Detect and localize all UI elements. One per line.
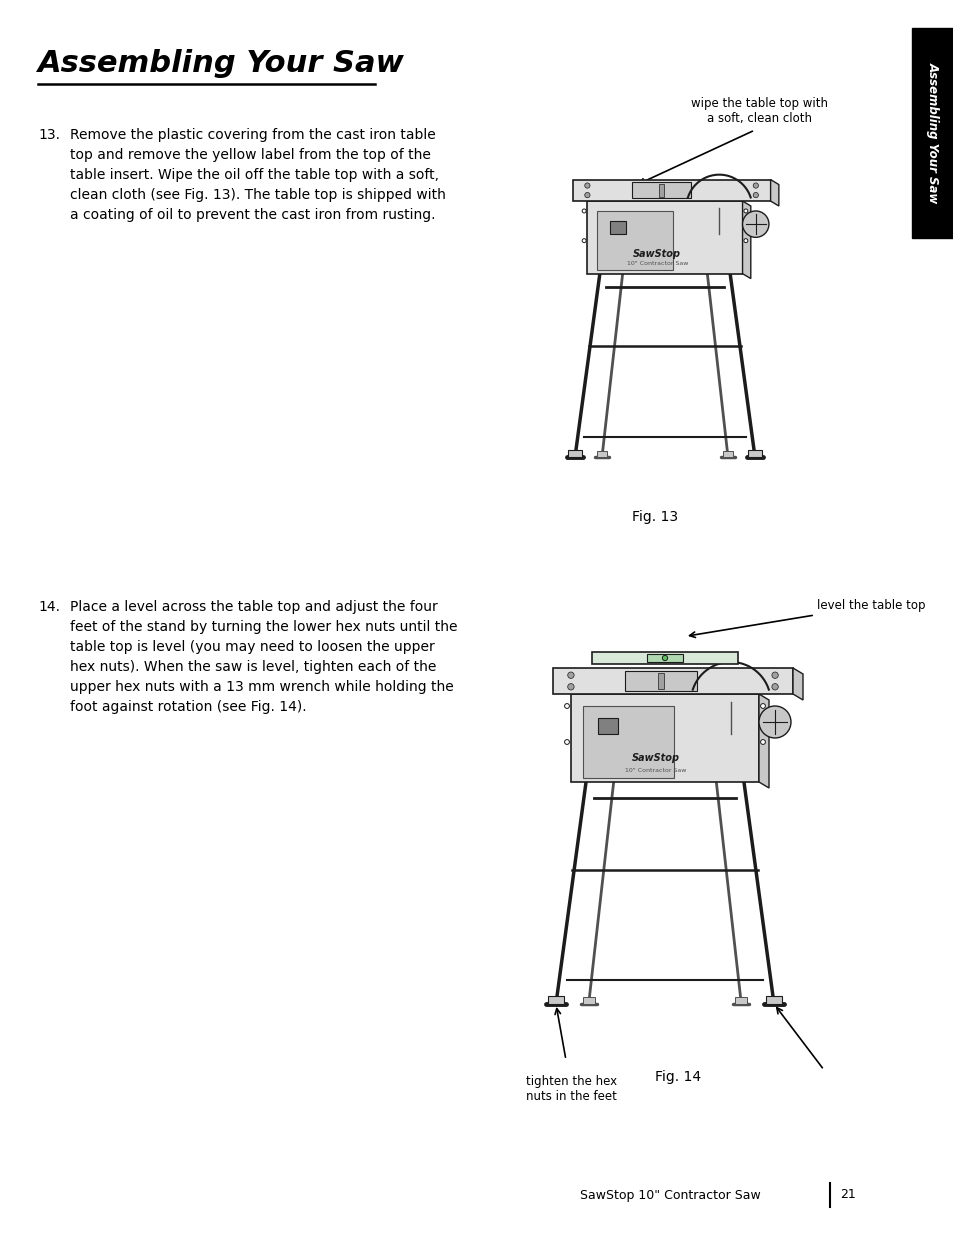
Circle shape <box>759 706 790 739</box>
Circle shape <box>760 704 764 709</box>
Text: Fig. 13: Fig. 13 <box>631 510 678 524</box>
Bar <box>765 995 781 1004</box>
Circle shape <box>771 672 778 678</box>
Bar <box>598 718 618 734</box>
Circle shape <box>661 656 667 661</box>
Circle shape <box>752 193 758 198</box>
Text: wipe the table top with
a soft, clean cloth: wipe the table top with a soft, clean cl… <box>691 98 827 125</box>
Polygon shape <box>632 183 691 199</box>
Text: level the table top: level the table top <box>816 599 924 613</box>
Polygon shape <box>572 179 770 201</box>
Polygon shape <box>792 668 802 700</box>
Polygon shape <box>553 668 792 694</box>
Text: 14.: 14. <box>38 600 60 614</box>
Circle shape <box>771 684 778 690</box>
Bar <box>592 652 737 664</box>
Circle shape <box>581 238 585 242</box>
Circle shape <box>752 183 758 188</box>
Bar <box>911 28 953 238</box>
Bar <box>609 221 625 235</box>
Circle shape <box>584 183 589 188</box>
Circle shape <box>567 672 574 678</box>
Polygon shape <box>587 201 741 274</box>
Bar <box>747 451 760 457</box>
Text: Fig. 14: Fig. 14 <box>655 1070 700 1084</box>
Text: 10" Contractor Saw: 10" Contractor Saw <box>624 767 685 773</box>
Text: Assembling Your Saw: Assembling Your Saw <box>925 63 939 204</box>
Bar <box>646 655 682 662</box>
Circle shape <box>741 211 768 237</box>
Circle shape <box>743 209 747 212</box>
Bar <box>597 451 606 457</box>
Text: Place a level across the table top and adjust the four
feet of the stand by turn: Place a level across the table top and a… <box>70 600 457 714</box>
Polygon shape <box>741 201 750 279</box>
Text: Assembling Your Saw: Assembling Your Saw <box>38 49 404 78</box>
Bar <box>568 451 581 457</box>
Circle shape <box>743 238 747 242</box>
Circle shape <box>760 740 764 745</box>
Polygon shape <box>759 694 768 788</box>
Bar <box>582 706 674 778</box>
Circle shape <box>581 209 585 212</box>
Text: Remove the plastic covering from the cast iron table
top and remove the yellow l: Remove the plastic covering from the cas… <box>70 128 445 222</box>
Circle shape <box>564 704 569 709</box>
Bar <box>547 995 563 1004</box>
Circle shape <box>564 740 569 745</box>
Polygon shape <box>659 184 663 196</box>
Polygon shape <box>770 179 778 206</box>
Polygon shape <box>571 694 759 782</box>
Polygon shape <box>624 671 696 690</box>
Bar <box>722 451 732 457</box>
Circle shape <box>584 193 589 198</box>
Bar <box>735 997 746 1004</box>
Text: SawStop: SawStop <box>631 753 679 763</box>
Text: 13.: 13. <box>38 128 60 142</box>
Text: 21: 21 <box>840 1188 855 1202</box>
Bar <box>582 997 594 1004</box>
Text: SawStop 10" Contractor Saw: SawStop 10" Contractor Saw <box>579 1188 760 1202</box>
Text: SawStop: SawStop <box>633 248 680 259</box>
Text: tighten the hex
nuts in the feet: tighten the hex nuts in the feet <box>525 1074 617 1103</box>
Polygon shape <box>658 673 663 689</box>
Text: 10" Contractor Saw: 10" Contractor Saw <box>626 262 687 267</box>
Circle shape <box>567 684 574 690</box>
Bar <box>597 211 672 270</box>
